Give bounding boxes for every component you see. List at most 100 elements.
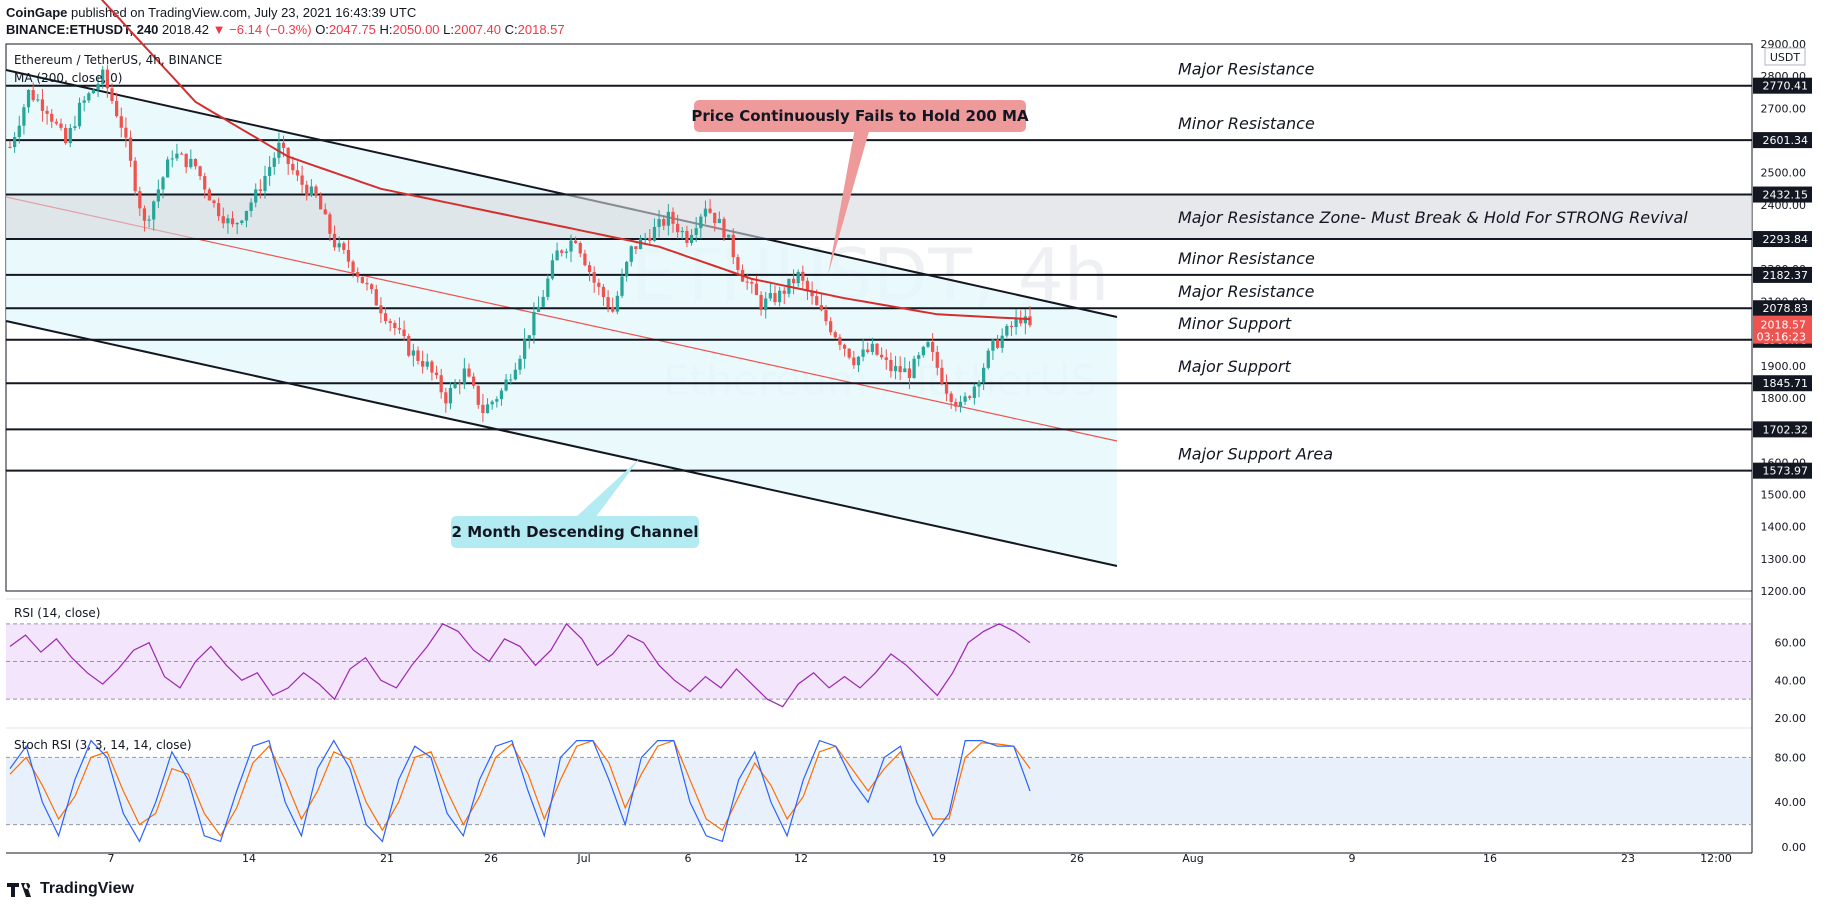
candle-body (499, 390, 504, 400)
symbol-label[interactable]: BINANCE:ETHUSDT, 240 (6, 22, 159, 37)
candle-body (861, 349, 865, 357)
candle-body (203, 176, 207, 190)
candle-body (458, 383, 462, 385)
candle-body (207, 189, 211, 201)
candle-body (96, 83, 100, 90)
current-price-badge (1753, 315, 1812, 344)
level-price-label: 1845.71 (1763, 377, 1809, 390)
open-label: O: (315, 22, 329, 37)
candle-body (703, 208, 708, 217)
candle-body (995, 339, 1000, 348)
candle-body (142, 208, 147, 221)
candle-body (982, 367, 986, 383)
candle-body (685, 230, 689, 243)
stoch-band (6, 757, 1752, 825)
publisher-name[interactable]: CoinGape (6, 5, 68, 20)
candle-body (230, 218, 235, 225)
stoch-k-line[interactable] (9, 739, 1031, 843)
candle-body (615, 295, 619, 312)
level-price-badge (1753, 186, 1812, 203)
candle-body (824, 310, 828, 322)
price-tick-label: 2700.00 (1761, 102, 1807, 115)
candle-body (555, 250, 559, 261)
low-value: 2007.40 (454, 22, 502, 37)
level-label: Major Support (1178, 357, 1291, 376)
ma-callout-box[interactable] (694, 100, 1026, 132)
candle-body (518, 358, 522, 370)
open-value: 2047.75 (328, 22, 376, 37)
stoch-d-line[interactable] (9, 739, 1031, 837)
candle-body (977, 382, 981, 387)
candle-body (578, 243, 582, 254)
candle-body (676, 223, 680, 233)
candle-body (986, 350, 990, 368)
candle-body (736, 257, 740, 270)
candle-body (764, 298, 768, 310)
channel-callout-box[interactable] (451, 516, 699, 548)
candle-body (45, 110, 49, 114)
date-tick-label: 26 (1070, 852, 1084, 865)
candle-body (31, 89, 35, 101)
publish-info: published on TradingView.com, July 23, 2… (71, 5, 417, 20)
currency-badge[interactable] (1764, 47, 1806, 66)
candle-body (601, 286, 606, 298)
candle-body (268, 166, 272, 176)
level-price-badge (1753, 231, 1812, 248)
ma-callout-pointer (828, 128, 870, 275)
candle-body (532, 311, 536, 336)
candle-body (402, 329, 406, 336)
chart-header: CoinGape published on TradingView.com, J… (6, 4, 565, 38)
candle-body (22, 107, 26, 126)
candle-body (592, 272, 596, 283)
candle-body (810, 290, 814, 297)
price-tick-label: 1800.00 (1761, 392, 1807, 405)
candle-body (175, 153, 179, 159)
channel-lower-line[interactable] (5, 320, 1118, 567)
candle-body (662, 219, 666, 226)
candle-body (856, 356, 861, 366)
price-tick-label: 1300.00 (1761, 553, 1807, 566)
date-tick-label: 12 (794, 852, 808, 865)
candle-body (448, 387, 453, 404)
candle-body (309, 186, 313, 196)
candle-body (397, 328, 402, 330)
candle-body (467, 368, 471, 377)
candle-body (708, 208, 712, 213)
candle-body (291, 163, 295, 171)
candle-body (101, 69, 105, 84)
candle-body (128, 137, 133, 161)
price-tick-label: 1500.00 (1761, 488, 1807, 501)
candle-body (393, 322, 397, 329)
candle-body (300, 175, 304, 185)
candle-body (91, 89, 96, 94)
candle-body (254, 189, 258, 203)
candle-body (198, 166, 202, 177)
tradingview-logo[interactable]: TradingView (6, 880, 134, 898)
rsi-line[interactable] (9, 622, 1031, 708)
candle-body (133, 160, 137, 192)
level-label: Major Support Area (1178, 445, 1333, 464)
stoch-tick-label: 0.00 (1782, 841, 1807, 854)
candle-body (513, 369, 517, 380)
candle-body (170, 158, 174, 160)
candle-body (536, 306, 541, 312)
candle-body (694, 228, 698, 235)
candle-body (643, 237, 647, 239)
candle-body (680, 230, 684, 233)
candle-body (495, 399, 499, 402)
candle-body (606, 297, 610, 308)
zone-label: Major Resistance Zone- Must Break & Hold… (1178, 208, 1688, 227)
candle-body (801, 271, 805, 281)
rsi-legend: RSI (14, close) (14, 606, 100, 620)
candle-body (991, 339, 995, 351)
date-tick-label: 12:00 (1700, 852, 1732, 865)
ma200-line[interactable] (10, 0, 1031, 321)
candle-body (759, 294, 763, 310)
candle-body (880, 354, 884, 358)
candle-body (550, 260, 555, 279)
candle-body (852, 357, 856, 366)
candle-body (105, 69, 109, 89)
price-tick-label: 1900.00 (1761, 360, 1807, 373)
price-chart[interactable]: ETHUSDT, 4hEthereum / TetherUS Price Con… (0, 0, 1827, 880)
candle-body (323, 209, 327, 215)
